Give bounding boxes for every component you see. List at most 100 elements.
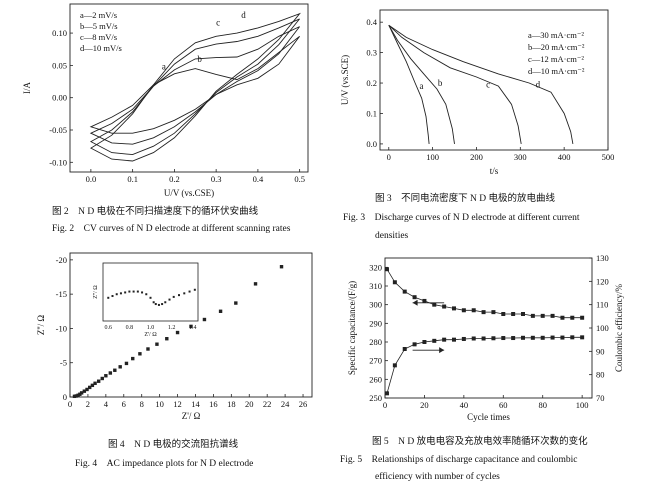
- fig5-capacitance-point-14: [521, 312, 525, 316]
- fig4-point-0: [72, 394, 77, 399]
- fig3-plot-frame: [379, 9, 609, 151]
- fig4-point-14: [113, 368, 117, 372]
- fig5-capacitance-point-10: [481, 310, 486, 315]
- fig4-xtick-label-6: 12: [173, 399, 182, 409]
- fig5-capacitance-point-9: [471, 308, 476, 313]
- fig4-xtick-label-0: 0: [68, 399, 72, 409]
- fig5-capacitance-point-3: [412, 295, 417, 300]
- fig4-impedance-chart: 0 2 4 6 8 10 12 14 16 18 20 22 24 260-5-10-15-20Z'/ Ω…: [36, 252, 313, 421]
- fig4-inset-point-16: [168, 298, 171, 301]
- fig5-capacitance-point-18: [560, 315, 565, 320]
- fig2-series-a: [89, 35, 300, 134]
- fig4-point-4: [79, 391, 84, 395]
- fig5-cycle-chart: 0 20 40 60 80 100 250 260 270 280 290 300 310 320 70 80…: [347, 253, 624, 422]
- fig3-series-b: [388, 24, 455, 144]
- fig5-efficiency-point-2: [402, 347, 407, 351]
- fig2-xtick-label-2: 0.2: [169, 174, 180, 184]
- fig5-xtick-label-5: 100: [576, 400, 589, 410]
- fig4-caption-cn: 图 4 N D 电极的交流阻抗谱线: [108, 440, 239, 450]
- fig5-xtick-label-4: 80: [538, 400, 547, 410]
- fig3-caption-cn: 图 3 不同电流密度下 N D 电极的放电曲线: [375, 194, 555, 204]
- fig4-inset-point-11: [152, 301, 155, 304]
- fig5-capacitance-point-8: [461, 308, 466, 313]
- fig2-ytick-label-0: -0.10: [49, 157, 67, 167]
- fig5-efficiency-point-0: [384, 391, 389, 396]
- fig4-inset-point-0: [107, 296, 110, 299]
- fig2-ytick-label-2: 0.00: [52, 93, 67, 103]
- fig4-inset-point-1: [111, 295, 114, 298]
- fig5-efficiency-point-19: [570, 335, 575, 340]
- fig5-ylabel-left: Specific capacitance/(F/g): [347, 281, 357, 375]
- fig4-inset-xtick-label-3: 1.2: [168, 325, 176, 331]
- fig5-left-ytick-label-1: 260: [369, 374, 382, 384]
- fig2-ytick-label-3: 0.05: [52, 60, 67, 70]
- fig3-series-a: [388, 25, 430, 144]
- fig5-right-ytick-label-1: 80: [596, 370, 605, 380]
- fig4-point-13: [108, 371, 113, 375]
- fig2-series-label-b: b: [197, 54, 202, 64]
- fig5-left-ytick-label-7: 320: [369, 262, 382, 272]
- fig5-left-ytick-label-6: 310: [369, 281, 382, 291]
- fig5-left-ytick-label-0: 250: [369, 393, 382, 403]
- fig5-panel: 0 20 40 60 80 100 250 260 270 280 290 300 310 320 70 80…: [330, 250, 655, 490]
- fig5-capacitance-point-0: [384, 267, 389, 272]
- fig4-point-3: [78, 392, 82, 396]
- fig2-series-c: [89, 18, 300, 156]
- fig3-legend-entry-0: a—30 mA·cm⁻²: [528, 30, 584, 40]
- fig3-panel: 0 100 200 300 400 500 0.0 0.1 0.2 0.3 0.4 t/s U/V (v…: [330, 0, 655, 250]
- fig4-inset-xlabel: Z'/ Ω: [144, 332, 157, 338]
- fig4-point-18: [138, 352, 142, 356]
- fig5-efficiency-point-16: [540, 335, 545, 340]
- fig5-efficiency-point-7: [452, 337, 456, 342]
- fig4-inset-xtick-label-0: 0.6: [105, 325, 113, 331]
- fig5-capacitance-point-17: [550, 313, 555, 318]
- fig2-xtick-label-1: 0.1: [127, 174, 138, 184]
- fig4-ytick-label-2: -10: [56, 323, 67, 333]
- fig3-legend-entry-1: b—20 mA·cm⁻²: [528, 42, 585, 52]
- fig4-point-27: [253, 282, 258, 286]
- fig5-capacitance-point-16: [540, 313, 545, 318]
- fig3-legend-entry-3: d—10 mA·cm⁻²: [528, 66, 585, 76]
- fig5-efficiency-point-14: [521, 335, 525, 340]
- fig4-point-23: [189, 324, 193, 329]
- fig3-xtick-label-0: 0: [387, 152, 391, 162]
- fig4-point-11: [100, 376, 104, 381]
- fig2-series-label-a: a: [162, 61, 166, 71]
- fig5-right-ytick-label-4: 110: [596, 300, 608, 310]
- fig5-capacitance-point-4: [422, 298, 427, 303]
- fig5-right-ytick-label-0: 70: [596, 393, 605, 403]
- fig4-xtick-label-7: 14: [191, 399, 200, 409]
- fig4-point-7: [88, 385, 92, 390]
- fig4-point-26: [234, 301, 238, 305]
- fig4-xtick-label-1: 2: [86, 399, 90, 409]
- fig5-efficiency-point-15: [530, 335, 535, 340]
- fig5-efficiency-point-8: [461, 336, 466, 341]
- fig5-capacitance-point-12: [501, 312, 506, 316]
- fig3-xlabel: t/s: [490, 166, 499, 176]
- fig5-right-ytick-label-6: 130: [596, 253, 609, 263]
- fig5-right-ytick-label-3: 100: [596, 323, 609, 333]
- fig4-inset-point-15: [164, 301, 167, 304]
- fig4-point-6: [85, 387, 89, 392]
- fig4-inset-point-20: [188, 290, 191, 293]
- fig4-point-22: [175, 330, 180, 335]
- fig4-xtick-label-11: 22: [263, 399, 272, 409]
- fig5-capacitance-point-7: [452, 306, 456, 311]
- fig4-inset-xtick-label-1: 0.8: [126, 325, 134, 331]
- fig4-inset-point-10: [149, 296, 152, 299]
- fig2-xtick-label-0: 0.0: [86, 174, 97, 184]
- fig4-xtick-label-4: 8: [140, 399, 144, 409]
- fig3-series-label-c: c: [486, 80, 490, 90]
- fig2-legend-entry-3: d—10 mV/s: [80, 43, 122, 53]
- fig2-caption-en: Fig. 2 CV curves of N D electrode at dif…: [52, 224, 291, 234]
- fig4-point-16: [124, 361, 129, 366]
- fig5-left-ytick-label-4: 290: [369, 318, 382, 328]
- fig5-efficiency-point-6: [442, 337, 447, 342]
- fig2-xlabel: U/V (vs.CSE): [164, 188, 214, 198]
- fig5-efficiency-point-11: [491, 336, 496, 341]
- fig4-point-5: [82, 389, 87, 393]
- fig5-xtick-label-3: 60: [499, 400, 508, 410]
- fig3-caption-en-2: densities: [375, 231, 409, 241]
- fig2-xtick-label-3: 0.3: [211, 174, 222, 184]
- fig4-plot-frame: [69, 252, 313, 398]
